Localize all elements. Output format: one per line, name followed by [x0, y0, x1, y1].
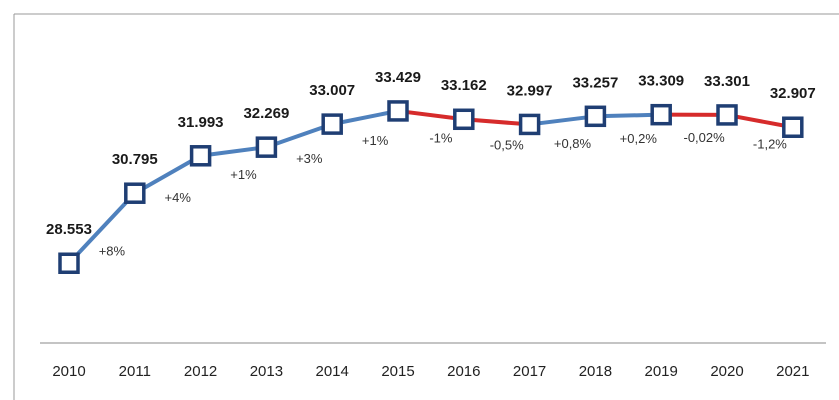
- x-tick-label: 2019: [645, 363, 678, 380]
- marker: [387, 100, 409, 122]
- marker: [124, 182, 146, 204]
- x-tick-label: 2013: [250, 363, 283, 380]
- marker: [782, 116, 804, 138]
- x-tick-label: 2015: [381, 363, 414, 380]
- change-label: -1%: [429, 131, 453, 146]
- data-label: 33.301: [704, 73, 750, 90]
- change-label: +3%: [296, 151, 323, 166]
- change-label: +1%: [362, 133, 389, 148]
- change-label: +0,8%: [554, 136, 592, 151]
- marker: [189, 145, 212, 167]
- line-segment: [67, 191, 137, 266]
- change-label: -1,2%: [753, 137, 787, 152]
- data-label: 33.257: [572, 74, 618, 91]
- marker: [321, 113, 343, 135]
- marker: [453, 108, 475, 131]
- data-label: 32.997: [507, 82, 553, 99]
- line-segment: [198, 145, 269, 158]
- line-segment: [396, 108, 466, 122]
- x-tick-label: 2012: [184, 363, 217, 380]
- line-segment: [264, 122, 335, 150]
- change-label: +1%: [230, 167, 257, 182]
- data-label: 32.907: [770, 85, 816, 102]
- marker: [255, 136, 278, 158]
- x-tick-label: 2021: [776, 363, 809, 380]
- data-label: 31.993: [178, 114, 224, 131]
- data-label: 33.162: [441, 77, 487, 94]
- line-segment: [593, 112, 664, 119]
- line-segment: [132, 153, 203, 196]
- change-label: +4%: [165, 190, 192, 205]
- marker: [584, 105, 607, 128]
- change-label: +8%: [99, 244, 126, 259]
- change-label: +0,2%: [620, 131, 658, 146]
- change-label: -0,02%: [683, 130, 725, 145]
- x-tick-label: 2020: [710, 363, 743, 380]
- x-tick-label: 2018: [579, 363, 612, 380]
- x-tick-label: 2010: [52, 363, 85, 380]
- line-segment: [330, 108, 400, 127]
- x-tick-label: 2014: [316, 363, 349, 380]
- data-label: 32.269: [243, 105, 289, 122]
- line-segment: [461, 117, 532, 127]
- line-segment: [527, 114, 598, 127]
- change-label: -0,5%: [490, 137, 524, 152]
- data-label: 33.429: [375, 69, 421, 86]
- x-tick-label: 2017: [513, 363, 546, 380]
- marker: [58, 252, 80, 274]
- data-label: 28.553: [46, 221, 92, 238]
- data-label: 33.007: [309, 82, 355, 99]
- line-segment: [725, 112, 795, 130]
- marker: [716, 104, 738, 126]
- marker: [650, 103, 672, 126]
- x-tick-label: 2011: [119, 363, 151, 380]
- data-label: 33.309: [638, 73, 684, 90]
- x-tick-label: 2016: [447, 363, 480, 380]
- marker: [518, 113, 541, 136]
- data-label: 30.795: [112, 151, 158, 168]
